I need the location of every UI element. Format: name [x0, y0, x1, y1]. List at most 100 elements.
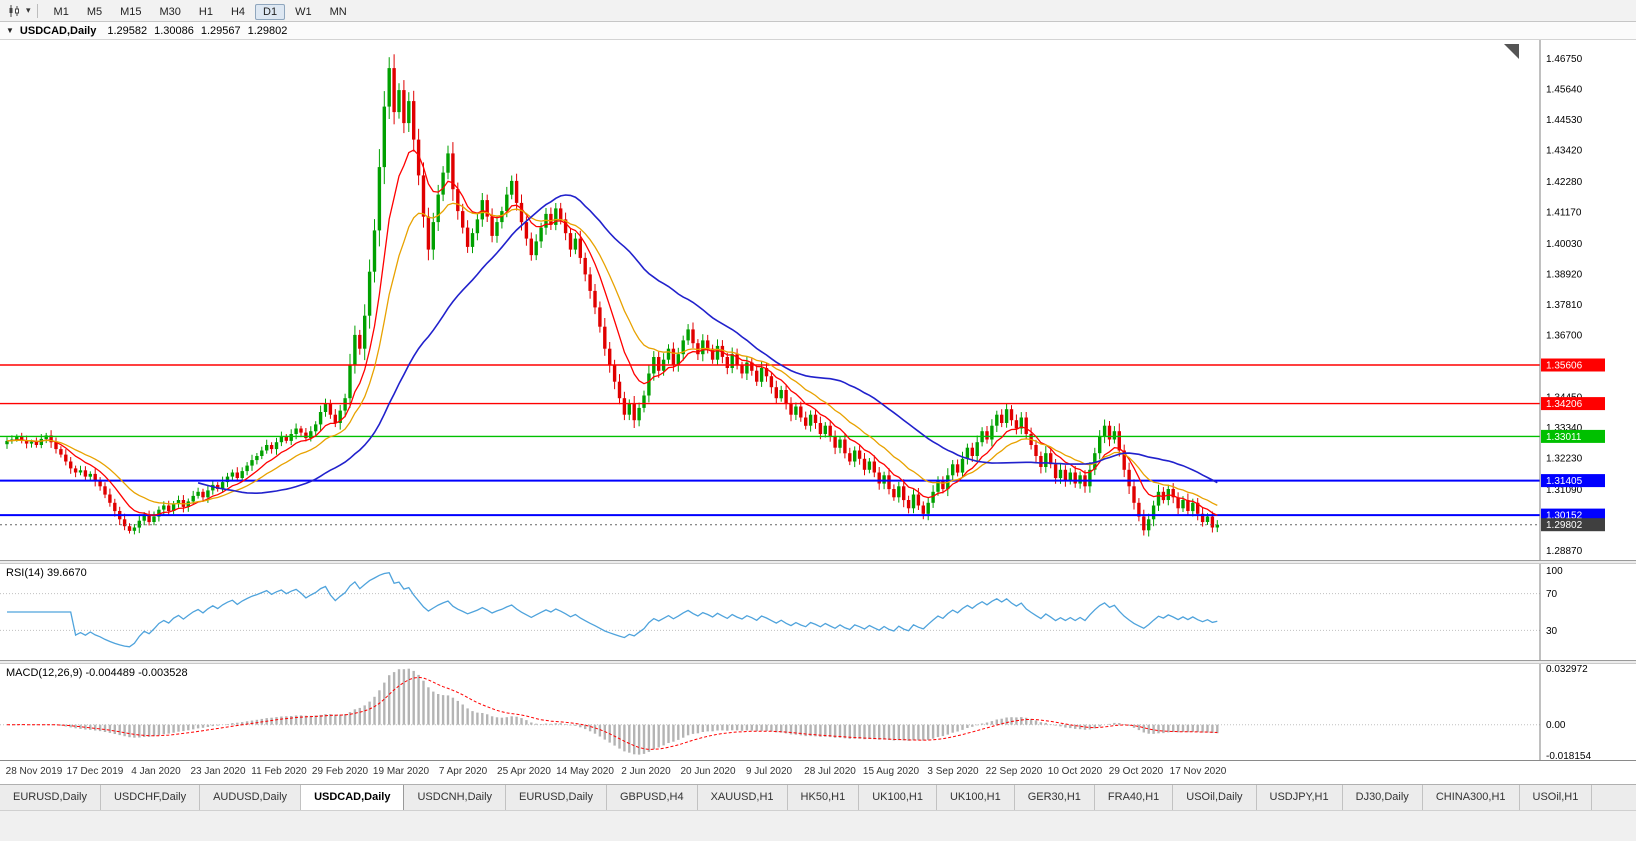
chart-symbol: USDCAD,Daily [19, 24, 97, 37]
price-badge-1.34206: 1.34206 [1541, 397, 1605, 411]
toolbar-separator [36, 3, 38, 18]
date-label: 25 Apr 2020 [497, 766, 551, 777]
chart-tab-bar: EURUSD,Daily USDCHF,Daily AUDUSD,Daily USDC… [0, 784, 1636, 810]
svg-text:1.46750: 1.46750 [1546, 54, 1583, 65]
timeframe-button-M30[interactable]: M30 [159, 5, 181, 18]
macd-signal-line [7, 676, 1218, 750]
chart-shift-marker-icon[interactable] [1504, 44, 1519, 59]
timeframe-button-MN[interactable]: MN [329, 5, 347, 18]
date-label: 23 Jan 2020 [190, 766, 246, 777]
svg-text:1.29802: 1.29802 [1546, 520, 1583, 531]
rsi-line [7, 571, 1218, 648]
svg-text:1.36700: 1.36700 [1546, 330, 1583, 341]
date-label: 10 Oct 2020 [1047, 766, 1103, 777]
ma-slow-line [197, 194, 1218, 495]
macd-indicator-label: MACD(12,26,9) -0.004489 -0.003528 [6, 667, 188, 679]
chart-tab-ger30-h1-11[interactable]: GER30,H1 [1015, 785, 1095, 810]
chart-tab-uk100-h1-9[interactable]: UK100,H1 [859, 785, 937, 810]
macd-panel[interactable]: 0.032972 0.00 -0.018154 [0, 664, 1636, 760]
svg-text:1.35606: 1.35606 [1546, 361, 1583, 372]
chart-type-dropdown-caret-icon[interactable]: ▾ [26, 5, 31, 15]
date-label: 14 May 2020 [556, 766, 614, 777]
svg-text:1.44530: 1.44530 [1546, 115, 1583, 126]
time-axis[interactable]: 28 Nov 2019 17 Dec 2019 4 Jan 2020 23 Jan 2… [0, 760, 1636, 784]
svg-text:1.38920: 1.38920 [1546, 269, 1583, 280]
date-label: 28 Jul 2020 [804, 766, 856, 777]
panel-divider[interactable] [0, 560, 1636, 564]
chart-tab-china300-h1-16[interactable]: CHINA300,H1 [1423, 785, 1520, 810]
status-strip [0, 810, 1636, 841]
chart-tab-xauusd-h1-7[interactable]: XAUUSD,H1 [698, 785, 788, 810]
main-price-chart[interactable]: 1.46750 1.45640 1.44530 1.43420 1.42280 1.411… [0, 40, 1636, 560]
chart-tab-eurusd-daily-0[interactable]: EURUSD,Daily [0, 785, 101, 810]
date-label: 3 Sep 2020 [927, 766, 979, 777]
date-label: 15 Aug 2020 [862, 766, 920, 777]
chart-tab-dj30-daily-15[interactable]: DJ30,Daily [1343, 785, 1423, 810]
svg-text:1.32230: 1.32230 [1546, 453, 1583, 464]
date-label: 9 Jul 2020 [745, 766, 793, 777]
chart-tab-eurusd-daily-5[interactable]: EURUSD,Daily [506, 785, 607, 810]
svg-text:1.31090: 1.31090 [1546, 485, 1583, 496]
chart-tab-usdchf-daily-1[interactable]: USDCHF,Daily [101, 785, 201, 810]
svg-text:1.34206: 1.34206 [1546, 399, 1583, 410]
svg-text:30: 30 [1546, 626, 1558, 637]
candlestick-chart-icon[interactable] [5, 3, 23, 19]
chart-tab-usdcad-daily-3[interactable]: USDCAD,Daily [301, 785, 405, 810]
quote-low: 1.29567 [200, 24, 241, 37]
chart-tab-usdcnh-daily-4[interactable]: USDCNH,Daily [404, 785, 507, 810]
date-label: 20 Jun 2020 [680, 766, 736, 777]
date-label: 11 Feb 2020 [251, 766, 307, 777]
chart-tab-gbpusd-h4-6[interactable]: GBPUSD,H4 [607, 785, 698, 810]
svg-text:1.33340: 1.33340 [1546, 423, 1583, 434]
svg-text:0.032972: 0.032972 [1546, 664, 1588, 675]
svg-text:-0.018154: -0.018154 [1546, 751, 1591, 760]
svg-text:1.30152: 1.30152 [1546, 511, 1583, 522]
timeframe-button-M5[interactable]: M5 [86, 5, 103, 18]
date-label: 28 Nov 2019 [5, 766, 63, 777]
date-label: 29 Feb 2020 [311, 766, 369, 777]
window-menu-icon[interactable]: ▼ [6, 26, 14, 35]
date-label: 19 Mar 2020 [372, 766, 430, 777]
svg-text:1.45640: 1.45640 [1546, 84, 1583, 95]
ma-mid-line [6, 202, 1218, 506]
date-label: 29 Oct 2020 [1108, 766, 1164, 777]
date-label: 2 Jun 2020 [621, 766, 671, 777]
quote-close: 1.29802 [247, 24, 288, 37]
timeframe-button-H1[interactable]: H1 [198, 5, 213, 18]
svg-text:1.41170: 1.41170 [1546, 207, 1582, 218]
price-badge-1.31405: 1.31405 [1541, 474, 1605, 487]
svg-text:0.00: 0.00 [1546, 720, 1566, 731]
chart-tab-usdjpy-h1-14[interactable]: USDJPY,H1 [1257, 785, 1343, 810]
chart-title-bar: ▼ USDCAD,Daily 1.29582 1.30086 1.29567 1… [0, 22, 1636, 40]
date-label: 17 Nov 2020 [1169, 766, 1227, 777]
chart-tab-fra40-h1-12[interactable]: FRA40,H1 [1095, 785, 1174, 810]
timeframe-button-D1[interactable]: D1 [255, 3, 286, 20]
chart-tab-usoil-daily-13[interactable]: USOil,Daily [1173, 785, 1257, 810]
svg-text:70: 70 [1546, 589, 1558, 600]
rsi-panel[interactable]: 100 70 30 [0, 564, 1636, 660]
timeframe-button-M1[interactable]: M1 [53, 5, 69, 18]
svg-text:100: 100 [1546, 566, 1563, 577]
chart-tab-hk50-h1-8[interactable]: HK50,H1 [788, 785, 860, 810]
timeframe-toolbar: ▾ M1 M5 M15 M30 H1 H4 D1 W1 MN [0, 0, 1636, 22]
candles [5, 54, 1219, 537]
price-badge-1.33011: 1.33011 [1541, 429, 1605, 443]
chart-tab-usoil-h1-17[interactable]: USOil,H1 [1520, 785, 1593, 810]
rsi-indicator-label: RSI(14) 39.6670 [6, 567, 87, 579]
timeframe-button-W1[interactable]: W1 [295, 5, 312, 18]
price-badge-1.29802: 1.29802 [1541, 518, 1605, 531]
svg-text:1.28870: 1.28870 [1546, 546, 1583, 557]
timeframe-button-M15[interactable]: M15 [120, 5, 142, 18]
date-label: 7 Apr 2020 [438, 766, 488, 777]
svg-text:1.37810: 1.37810 [1546, 300, 1583, 311]
timeframe-buttons: M1 M5 M15 M30 H1 H4 D1 W1 MN [45, 2, 356, 20]
svg-text:1.42280: 1.42280 [1546, 177, 1583, 188]
date-label: 17 Dec 2019 [66, 766, 124, 777]
panel-divider[interactable] [0, 660, 1636, 664]
timeframe-button-H4[interactable]: H4 [230, 5, 246, 18]
chart-tab-uk100-h1-10[interactable]: UK100,H1 [937, 785, 1015, 810]
svg-text:1.31405: 1.31405 [1546, 476, 1583, 487]
chart-tab-audusd-daily-2[interactable]: AUDUSD,Daily [200, 785, 302, 810]
ma-fast-line [6, 149, 1218, 516]
